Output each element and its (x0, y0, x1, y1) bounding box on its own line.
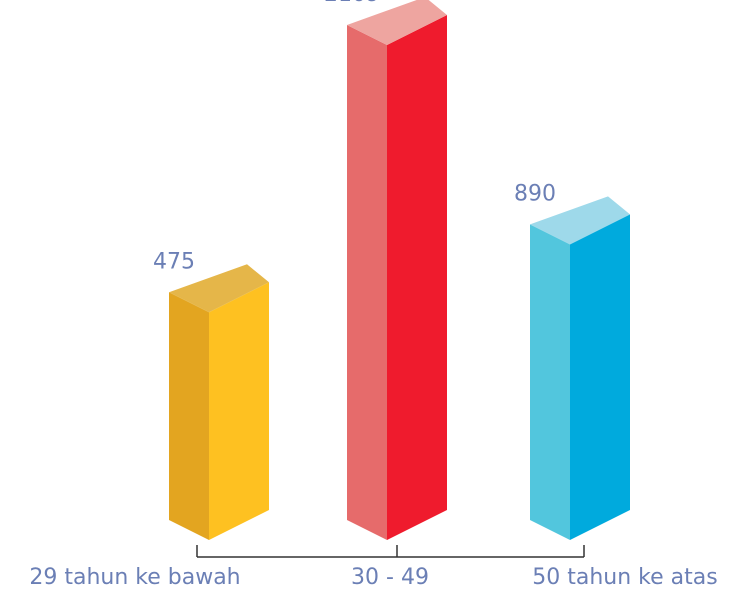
value-label: 475 (153, 249, 195, 274)
category-label: 50 tahun ke atas (532, 565, 717, 590)
bar-left-face (347, 25, 387, 540)
bar-right-face (209, 282, 269, 540)
bar (169, 264, 269, 540)
bar-right-face (570, 214, 630, 540)
bar-left-face (530, 224, 570, 540)
bar-top-face (169, 264, 269, 313)
value-label: 2109 (324, 0, 380, 7)
bar-left-face (169, 292, 209, 540)
bar-top-face (347, 0, 447, 45)
category-label: 30 - 49 (351, 565, 429, 590)
value-label: 890 (514, 181, 556, 206)
category-label: 29 tahun ke bawah (29, 565, 240, 590)
bar (530, 196, 630, 540)
bar (347, 0, 447, 540)
bar-right-face (387, 15, 447, 540)
bar-top-face (530, 196, 630, 245)
